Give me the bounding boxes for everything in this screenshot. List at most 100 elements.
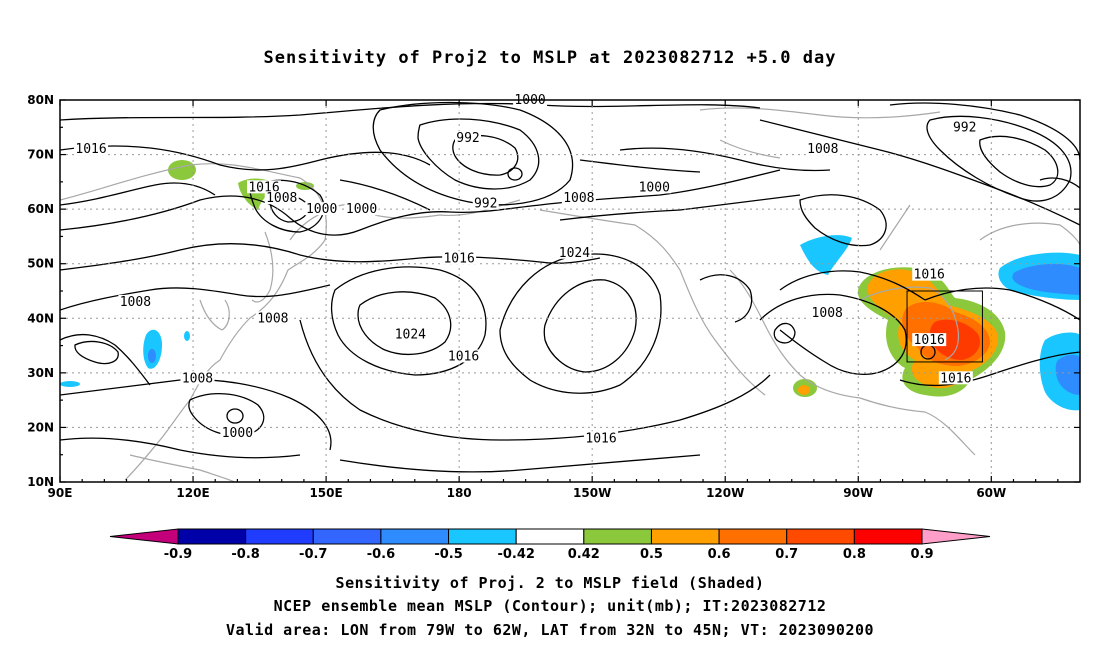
lon-label: 180 — [447, 486, 472, 500]
contour-label-bg — [255, 311, 290, 325]
colorbar-max-triangle — [921, 528, 991, 545]
contour-label: 1008 — [807, 142, 838, 157]
contour-label: 1016 — [75, 142, 106, 157]
valid-area-box — [906, 290, 983, 363]
contour-label: 1008 — [266, 191, 297, 206]
colorbar-min-triangle — [109, 528, 179, 545]
colorbar-swatch — [515, 528, 585, 545]
contour-label-bg — [557, 245, 592, 259]
lon-label: 90E — [48, 486, 73, 500]
contour-labels: 1000 992 1016 1016 1008 1000 1000 992 1008 1000 10… — [74, 93, 978, 446]
lon-label: 60W — [976, 486, 1006, 500]
shade-negative-small — [60, 381, 80, 387]
shade-negative-weak — [800, 235, 852, 275]
map-title: Sensitivity of Proj2 to MSLP at 20230827… — [263, 48, 837, 68]
lon-label: 150W — [573, 486, 611, 500]
contour-label-bg — [584, 431, 619, 445]
colorbar-label: 0.42 — [568, 547, 600, 562]
colorbar-label: -0.8 — [231, 547, 259, 562]
contour-label: 1016 — [448, 349, 479, 364]
contour-label: 1016 — [443, 251, 474, 266]
caption-line-3: Valid area: LON from 79W to 62W, LAT fro… — [225, 621, 875, 639]
lat-label: 60N — [27, 202, 54, 216]
lat-label: 20N — [27, 420, 54, 434]
colorbar-label: 0.6 — [708, 547, 731, 562]
contour-label-bg — [938, 371, 973, 385]
contour-label-bg — [180, 371, 215, 385]
shade-negative-mid — [1012, 263, 1080, 295]
contour-label: 1000 — [306, 202, 337, 217]
contour-label: 1016 — [585, 431, 616, 446]
contour-label-bg — [304, 202, 339, 216]
colorbar-swatch — [312, 528, 382, 545]
colorbar: -0.9 -0.8 -0.7 -0.6 -0.5 -0.42 0.42 0.5 0.6 0.7 0.… — [109, 528, 991, 562]
contour-label-bg — [912, 333, 947, 347]
contour-label: 992 — [474, 197, 497, 212]
colorbar-swatch — [718, 528, 788, 545]
colorbar-label: 0.5 — [640, 547, 663, 562]
lon-label: 120W — [706, 486, 744, 500]
longitude-labels: 90E 120E 150E 180 150W 120W 90W 60W — [48, 486, 1007, 500]
contour-label: 1024 — [395, 328, 426, 343]
contour-label: 1008 — [120, 295, 151, 310]
axis-ticks — [59, 99, 1080, 483]
contour-label-bg — [810, 305, 845, 319]
lon-label: 120E — [176, 486, 209, 500]
colorbar-label: 0.9 — [910, 547, 933, 562]
contour-label-bg — [561, 191, 596, 205]
lat-label: 30N — [27, 366, 54, 380]
colorbar-swatch — [650, 528, 720, 545]
caption-line-1: Sensitivity of Proj. 2 to MSLP field (Sh… — [335, 574, 765, 592]
contour-label: 1008 — [257, 311, 288, 326]
contour-label: 1016 — [914, 333, 945, 348]
colorbar-swatch — [448, 528, 517, 545]
contour-label: 992 — [953, 120, 976, 135]
colorbar-swatch — [786, 528, 855, 545]
lat-label: 70N — [27, 148, 54, 162]
contour-label-bg — [442, 251, 477, 265]
lat-label: 10N — [27, 475, 54, 489]
caption-line-2: NCEP ensemble mean MSLP (Contour); unit(… — [273, 597, 827, 615]
shade-negative-mid — [1055, 354, 1080, 395]
contour-label: 1016 — [940, 371, 971, 386]
contour-label-bg — [912, 267, 947, 281]
contour-label-bg — [455, 131, 481, 145]
contour-label: 1000 — [346, 202, 377, 217]
contour-label: 1008 — [812, 306, 843, 321]
shade-positive-max — [929, 319, 980, 360]
contour-label-bg — [393, 327, 428, 341]
contour-label-bg — [951, 120, 978, 134]
colorbar-label: -0.7 — [299, 547, 327, 562]
lat-label: 40N — [27, 311, 54, 325]
contour-label-bg — [344, 202, 379, 216]
lon-label: 90W — [843, 486, 873, 500]
shade-positive-small — [168, 160, 196, 180]
contour-label: 1008 — [563, 191, 594, 206]
contour-label-bg — [247, 180, 281, 194]
contour-label: 1000 — [222, 426, 253, 441]
contour-label-bg — [264, 191, 299, 205]
colorbar-label: -0.6 — [367, 547, 395, 562]
colorbar-swatch — [177, 528, 247, 545]
latitude-labels: 80N 70N 60N 50N 40N 30N 20N 10N — [27, 93, 54, 489]
graticule — [60, 100, 1080, 482]
contour-label-bg — [446, 349, 481, 363]
contour-label-bg — [220, 425, 255, 439]
lon-label: 150E — [309, 486, 342, 500]
contour-label-bg — [118, 294, 153, 308]
contour-label-bg — [805, 142, 840, 156]
contour-label-bg — [472, 196, 499, 210]
contour-label-bg — [74, 142, 109, 156]
shade-negative-small — [148, 349, 156, 363]
colorbar-swatch — [245, 528, 314, 545]
contour-label: 1024 — [559, 246, 590, 261]
colorbar-swatch — [380, 528, 450, 545]
shade-negative-small — [184, 331, 190, 341]
colorbar-label: -0.42 — [497, 547, 534, 562]
lat-label: 50N — [27, 257, 54, 271]
colorbar-swatch — [583, 528, 652, 545]
colorbar-label: 0.7 — [775, 547, 798, 562]
contour-label: 992 — [456, 131, 479, 146]
colorbar-swatch — [853, 528, 923, 545]
